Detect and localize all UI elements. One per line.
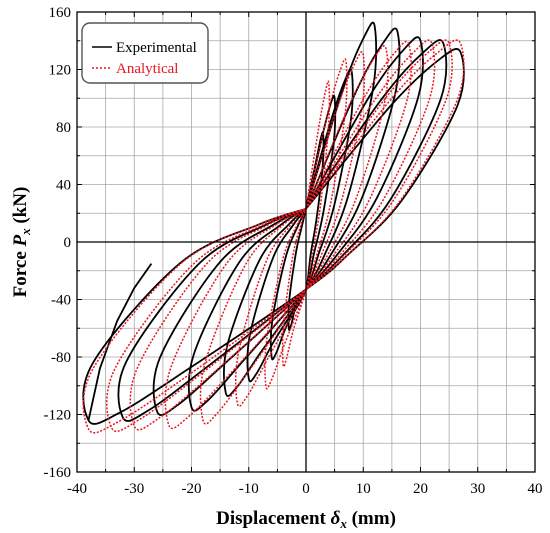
series-analytical-loop <box>82 39 465 434</box>
series-area <box>82 21 465 434</box>
y-tick-label: -40 <box>51 293 71 309</box>
y-tick-label: 160 <box>49 5 72 21</box>
x-tick-label: 30 <box>470 481 485 497</box>
x-tick-label: -40 <box>67 481 87 497</box>
x-axis-label: Displacement δx (mm) <box>216 508 396 531</box>
y-tick-label: -160 <box>44 465 72 481</box>
series-analytical <box>82 39 465 434</box>
legend-label-analytical: Analytical <box>116 61 178 77</box>
x-tick-label: 0 <box>302 481 310 497</box>
y-tick-label: -120 <box>44 408 72 424</box>
axes <box>76 11 536 473</box>
x-tick-label: 10 <box>356 481 371 497</box>
tick-labels: -40 -30 -20 -10 0 10 20 30 40 -160 -120 -80 -40 0 40 80… <box>44 5 543 497</box>
series-experimental-tail <box>87 263 153 421</box>
y-axis-label: Force Px (kN) <box>10 187 33 298</box>
y-tick-label: 120 <box>49 63 72 79</box>
y-tick-label: 40 <box>56 178 71 194</box>
y-tick-label: 80 <box>56 120 71 136</box>
y-tick-label: -80 <box>51 350 71 366</box>
x-tick-label: -30 <box>124 481 144 497</box>
legend: Experimental Analytical <box>81 22 209 84</box>
series-experimental-loop <box>82 48 465 425</box>
y-tick-label: 0 <box>64 235 72 251</box>
series-analytical-loop <box>105 39 453 432</box>
legend-label-experimental: Experimental <box>116 40 197 56</box>
x-tick-label: -10 <box>239 481 259 497</box>
x-tick-label: 40 <box>528 481 543 497</box>
x-tick-label: 20 <box>413 481 428 497</box>
legend-box <box>81 22 209 84</box>
x-tick-label: -20 <box>182 481 202 497</box>
